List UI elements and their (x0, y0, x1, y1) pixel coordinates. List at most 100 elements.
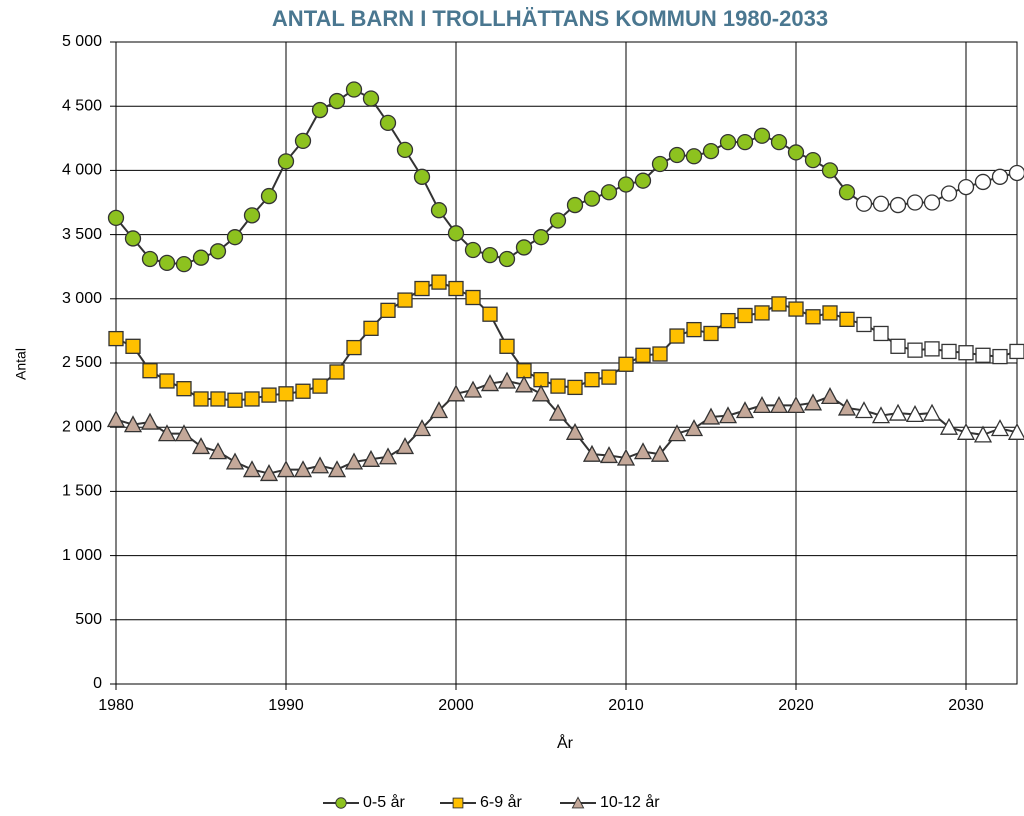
x-tick-label: 2030 (948, 697, 984, 714)
data-point (208, 442, 228, 460)
data-point (601, 369, 617, 385)
y-tick-label: 4 500 (62, 97, 102, 114)
legend-marker (571, 796, 585, 809)
data-point (973, 425, 993, 443)
data-point (395, 437, 415, 455)
data-point (295, 383, 311, 399)
data-point (515, 239, 533, 256)
data-point (414, 280, 430, 297)
data-point (856, 316, 872, 333)
data-point (566, 196, 584, 214)
data-point (396, 141, 414, 159)
data-point (107, 209, 125, 227)
data-point (226, 229, 244, 246)
data-point (159, 373, 175, 389)
data-point (191, 437, 211, 455)
data-point (873, 325, 889, 342)
data-point (481, 246, 499, 264)
y-tick-label: 2 000 (62, 418, 102, 435)
data-point (906, 194, 924, 211)
data-point (311, 101, 329, 119)
data-point (499, 338, 515, 354)
x-tick-label: 2010 (608, 697, 644, 714)
data-point (1007, 422, 1024, 440)
data-point (940, 185, 958, 202)
y-tick-label: 2 500 (62, 354, 102, 371)
data-point (600, 184, 618, 201)
data-point (294, 132, 312, 150)
data-point (567, 379, 583, 396)
data-point (210, 391, 226, 407)
data-point (175, 255, 193, 273)
data-point (822, 305, 838, 321)
data-point (465, 289, 481, 306)
data-point (787, 144, 805, 161)
data-point (125, 338, 141, 354)
data-point (176, 381, 192, 397)
x-axis-label: År (557, 733, 574, 752)
data-point (361, 449, 381, 467)
data-point (142, 363, 158, 379)
data-point (634, 172, 652, 189)
data-point (140, 412, 160, 430)
data-point (939, 417, 959, 435)
y-tick-label: 500 (75, 611, 102, 628)
data-point (669, 328, 685, 344)
data-point (957, 178, 975, 196)
data-point (548, 403, 568, 421)
data-point (532, 229, 550, 246)
data-point (803, 393, 823, 411)
data-point (788, 301, 804, 317)
data-point (193, 391, 209, 407)
legend-label: 0-5 år (363, 793, 405, 811)
data-point (668, 146, 686, 164)
data-point (141, 250, 159, 268)
data-point (924, 341, 940, 357)
data-point (378, 447, 398, 465)
data-point (618, 356, 634, 372)
y-tick-label: 1 000 (62, 547, 102, 564)
data-point (244, 391, 260, 407)
data-point (974, 173, 992, 191)
data-point (583, 190, 601, 207)
data-point (531, 384, 551, 402)
data-point (685, 148, 703, 165)
data-point (242, 460, 262, 478)
data-point (684, 419, 704, 437)
data-point (106, 410, 126, 428)
y-tick-label: 1 500 (62, 483, 102, 500)
data-point (837, 398, 857, 416)
x-tick-label: 2020 (778, 697, 814, 714)
series-line (115, 88, 1018, 266)
data-point (703, 325, 719, 342)
data-point (701, 407, 721, 425)
data-point (871, 406, 891, 424)
y-axis-label: Antal (13, 348, 29, 380)
data-point (243, 207, 261, 224)
data-point (990, 419, 1010, 437)
legend-marker (452, 797, 464, 809)
data-point (157, 424, 177, 442)
x-tick-label: 2000 (438, 697, 474, 714)
data-point (328, 92, 346, 110)
data-point (888, 403, 908, 421)
data-point (872, 195, 890, 212)
data-point (379, 114, 397, 132)
data-point (259, 464, 279, 482)
y-tick-label: 0 (93, 675, 102, 692)
data-point (754, 305, 770, 321)
y-tick-label: 4 000 (62, 162, 102, 179)
data-point (633, 442, 653, 460)
data-point (225, 452, 245, 470)
plot-border (115, 41, 1018, 685)
data-point (277, 153, 295, 170)
data-point (991, 168, 1009, 185)
data-point (584, 372, 600, 388)
data-point (123, 415, 143, 433)
legend-label: 6-9 år (480, 793, 522, 811)
data-point (786, 395, 806, 414)
data-point (1008, 164, 1024, 182)
data-point (769, 395, 789, 414)
data-point (838, 184, 856, 201)
data-point (380, 302, 396, 319)
